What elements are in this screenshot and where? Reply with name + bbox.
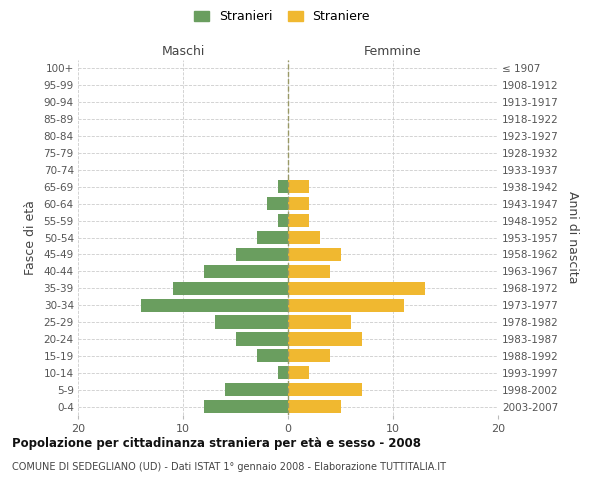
- Bar: [235, 248, 288, 261]
- Bar: [277, 180, 288, 194]
- Bar: [267, 197, 288, 210]
- Bar: [288, 349, 330, 362]
- Bar: [288, 316, 351, 328]
- Legend: Stranieri, Straniere: Stranieri, Straniere: [190, 6, 374, 26]
- Bar: [288, 400, 341, 413]
- Bar: [288, 366, 309, 380]
- Y-axis label: Anni di nascita: Anni di nascita: [566, 191, 579, 284]
- Bar: [288, 282, 425, 295]
- Bar: [173, 282, 288, 295]
- Bar: [288, 197, 309, 210]
- Bar: [288, 332, 361, 345]
- Bar: [277, 214, 288, 227]
- Bar: [288, 383, 361, 396]
- Bar: [288, 180, 309, 194]
- Bar: [204, 264, 288, 278]
- Bar: [257, 349, 288, 362]
- Bar: [141, 298, 288, 312]
- Text: Femmine: Femmine: [364, 46, 422, 59]
- Bar: [288, 231, 320, 244]
- Bar: [225, 383, 288, 396]
- Bar: [215, 316, 288, 328]
- Text: Maschi: Maschi: [161, 46, 205, 59]
- Bar: [288, 264, 330, 278]
- Bar: [257, 231, 288, 244]
- Bar: [288, 214, 309, 227]
- Bar: [288, 298, 404, 312]
- Bar: [235, 332, 288, 345]
- Bar: [204, 400, 288, 413]
- Y-axis label: Fasce di età: Fasce di età: [23, 200, 37, 275]
- Text: COMUNE DI SEDEGLIANO (UD) - Dati ISTAT 1° gennaio 2008 - Elaborazione TUTTITALIA: COMUNE DI SEDEGLIANO (UD) - Dati ISTAT 1…: [12, 462, 446, 472]
- Text: Popolazione per cittadinanza straniera per età e sesso - 2008: Popolazione per cittadinanza straniera p…: [12, 438, 421, 450]
- Bar: [277, 366, 288, 380]
- Bar: [288, 248, 341, 261]
